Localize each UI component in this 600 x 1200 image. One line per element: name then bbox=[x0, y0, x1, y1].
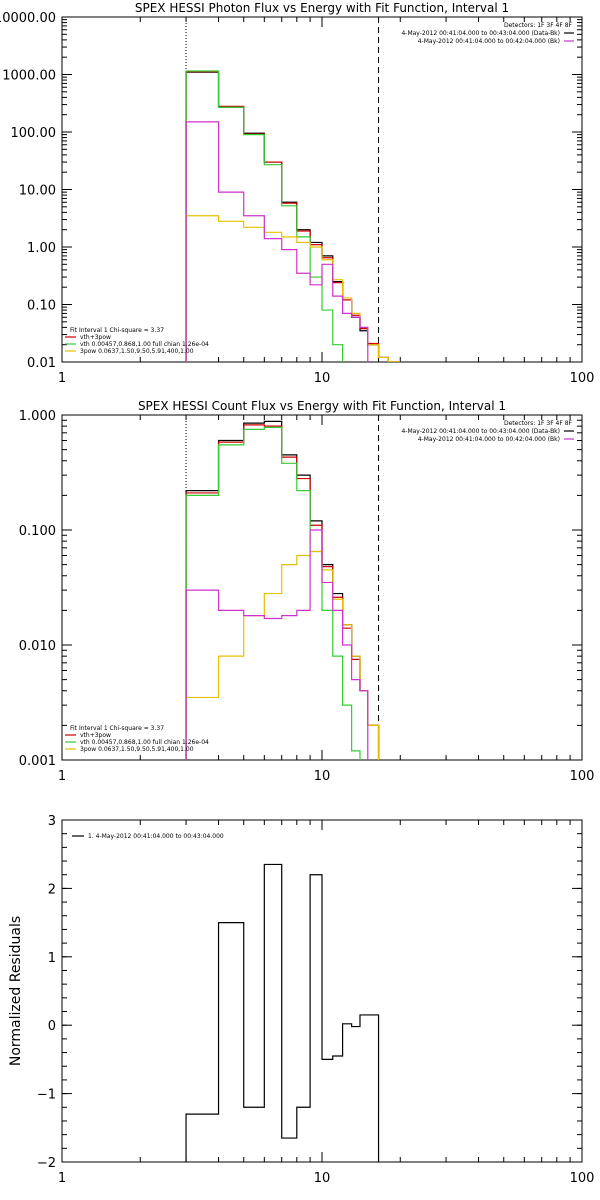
x-tick-label: 100 bbox=[570, 1171, 595, 1186]
y-tick-label: 100.00 bbox=[11, 126, 57, 141]
x-tick-label: 1 bbox=[58, 769, 66, 784]
chart-panel-2: SPEX HESSI Count Flux vs Energy with Fit… bbox=[19, 399, 595, 784]
chart-title: SPEX HESSI Count Flux vs Energy with Fit… bbox=[138, 399, 506, 413]
fit-legend-entry: 3pow 0.0637,1.50,9.50,5.91,400,1.00 bbox=[80, 746, 194, 753]
x-tick-label: 1 bbox=[58, 1171, 66, 1186]
fit-legend-entry: vth 0.00457,0.868,1.00 full chian 1.26e-… bbox=[80, 739, 209, 746]
fit-legend-header: Fit Interval 1 Chi-square = 3.37 bbox=[70, 725, 164, 732]
y-tick-label: 3 bbox=[48, 814, 56, 829]
series-line-5 bbox=[185, 121, 401, 362]
fit-legend-entry: vth+3pow bbox=[80, 334, 111, 341]
chart-panel-1: SPEX HESSI Photon Flux vs Energy with Fi… bbox=[0, 1, 595, 386]
fit-legend-entry: vth+3pow bbox=[80, 732, 111, 739]
y-tick-label: 0.10 bbox=[27, 299, 56, 314]
legend-header: Detectors: 1F 3F 4F 8F bbox=[504, 22, 573, 29]
y-tick-label: 1.00 bbox=[27, 241, 56, 256]
y-tick-label: 0.01 bbox=[27, 356, 56, 371]
y-tick-label: 10000.00 bbox=[0, 11, 56, 26]
x-tick-label: 1 bbox=[58, 371, 66, 386]
y-tick-label: 1 bbox=[48, 951, 56, 966]
legend-entry-text: 4-May-2012 00:41:04.000 to 00:42:04.000 … bbox=[418, 38, 560, 45]
legend-entry-text: 4-May-2012 00:41:04.000 to 00:43:04.000 … bbox=[401, 30, 560, 37]
residual-legend-entry: 1. 4-May-2012 00:41:04.000 to 00:43:04.0… bbox=[88, 833, 224, 840]
y-tick-label: 1000.00 bbox=[2, 69, 56, 84]
x-tick-label: 10 bbox=[314, 1171, 331, 1186]
y-tick-label: 10.00 bbox=[19, 184, 56, 199]
y-axis-label: Normalized Residuals bbox=[8, 916, 24, 1066]
legend-entry-text: 4-May-2012 00:41:04.000 to 00:42:04.000 … bbox=[418, 436, 560, 443]
fit-legend-entry: 3pow 0.0637,1.50,9.50,5.91,400,1.00 bbox=[80, 348, 194, 355]
series-line-3 bbox=[185, 426, 401, 760]
chart-title: SPEX HESSI Photon Flux vs Energy with Fi… bbox=[135, 1, 509, 15]
y-tick-label: 2 bbox=[48, 882, 56, 897]
series-line-4 bbox=[185, 215, 401, 362]
fit-legend-entry: vth 0.00457,0.868,1.00 full chian 1.26e-… bbox=[80, 341, 209, 348]
x-tick-label: 10 bbox=[314, 769, 331, 784]
y-tick-label: 0.010 bbox=[19, 639, 56, 654]
series-line-1 bbox=[185, 863, 380, 1162]
fit-legend-header: Fit Interval 1 Chi-square = 3.37 bbox=[70, 327, 164, 334]
x-tick-label: 100 bbox=[570, 371, 595, 386]
series-line-3 bbox=[185, 70, 401, 362]
x-tick-label: 10 bbox=[314, 371, 331, 386]
y-tick-label: 0.001 bbox=[19, 754, 56, 769]
y-tick-label: 1.000 bbox=[19, 409, 56, 424]
legend-entry-text: 4-May-2012 00:41:04.000 to 00:43:04.000 … bbox=[401, 428, 560, 435]
legend-header: Detectors: 1F 3F 4F 8F bbox=[504, 420, 573, 427]
y-tick-label: −2 bbox=[37, 1156, 56, 1171]
y-tick-label: 0.100 bbox=[19, 524, 56, 539]
series-line-5 bbox=[185, 529, 401, 760]
x-tick-label: 100 bbox=[570, 769, 595, 784]
y-tick-label: −1 bbox=[37, 1088, 56, 1103]
y-tick-label: 0 bbox=[48, 1019, 56, 1034]
chart-panel-3: Normalized Residuals 1 10 100 −2 −1 0 1 2 3 1. 4-M… bbox=[8, 814, 594, 1186]
